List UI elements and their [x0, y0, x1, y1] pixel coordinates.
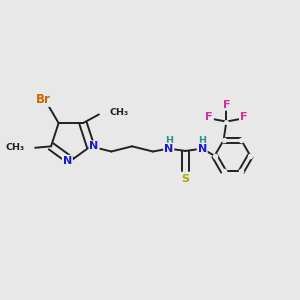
Text: Br: Br [36, 93, 51, 106]
Text: N: N [198, 144, 207, 154]
Text: CH₃: CH₃ [110, 108, 129, 117]
Text: H: H [165, 136, 173, 145]
Text: S: S [182, 174, 189, 184]
Text: F: F [205, 112, 213, 122]
Text: CH₃: CH₃ [5, 143, 24, 152]
Text: F: F [240, 112, 247, 122]
Text: H: H [198, 136, 206, 145]
Text: N: N [89, 141, 99, 151]
Text: N: N [164, 144, 173, 154]
Text: N: N [63, 156, 72, 166]
Text: F: F [223, 100, 230, 110]
